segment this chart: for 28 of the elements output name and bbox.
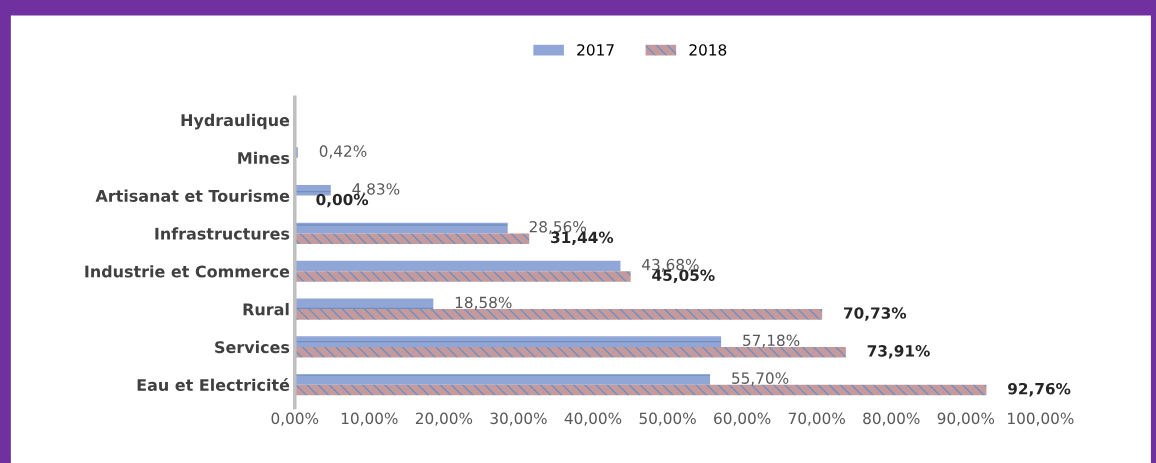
x-tick-label: 90,00% <box>937 412 995 426</box>
y-tick-label: Infrastructures <box>155 227 290 240</box>
x-tick-label: 30,00% <box>490 412 547 426</box>
data-label: 55,70% <box>732 372 789 386</box>
legend-label: 2018 <box>689 44 727 56</box>
y-tick-label: Hydraulique <box>181 113 290 130</box>
y-tick-label: Services <box>215 340 290 354</box>
y-tick-label: Industrie et Commerce <box>85 265 290 278</box>
x-tick-label: 60,00% <box>714 412 771 426</box>
x-tick-label: 100,00% <box>1008 412 1074 426</box>
x-tick-label: 20,00% <box>415 412 473 426</box>
x-tick-label: 10,00% <box>341 412 398 426</box>
x-tick-label: 0,00% <box>271 412 319 426</box>
x-tick-label: 40,00% <box>564 412 622 426</box>
x-tick-label: 50,00% <box>639 412 696 426</box>
y-tick-label: Mines <box>238 151 290 165</box>
y-tick-label: Artisanat et Tourisme <box>95 189 290 202</box>
legend-label: 2017 <box>577 44 614 56</box>
y-tick-label: Eau et Electricité <box>137 378 290 392</box>
data-label: 57,18% <box>743 334 800 348</box>
data-label: 18,58% <box>455 296 512 310</box>
data-label: 92,76% <box>1008 382 1071 397</box>
data-label: 0,42% <box>319 145 367 159</box>
x-tick-label: 70,00% <box>788 412 845 426</box>
data-label: 70,73% <box>844 307 907 321</box>
data-label: 73,91% <box>867 345 930 359</box>
y-tick-label: Rural <box>243 303 289 316</box>
x-tick-label: 80,00% <box>863 412 920 426</box>
